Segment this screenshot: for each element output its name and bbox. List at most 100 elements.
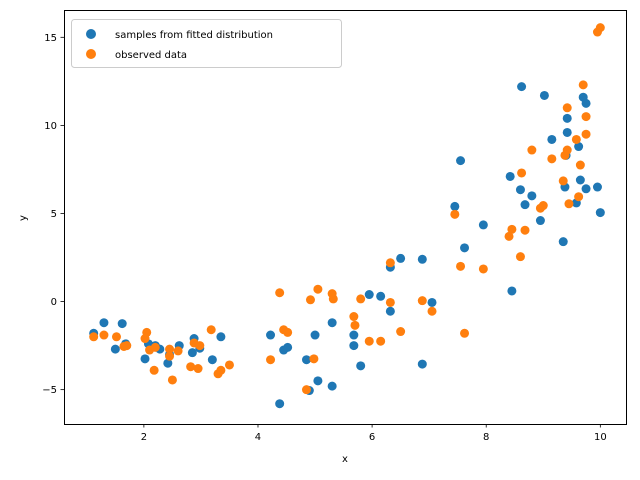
sample-point-42: [478, 220, 488, 230]
observed-point-41: [427, 306, 437, 316]
observed-point-33: [350, 320, 360, 330]
plot-frame: [64, 10, 627, 425]
observed-point-23: [275, 288, 285, 298]
observed-point-29: [313, 284, 323, 294]
observed-point-10: [165, 344, 175, 354]
sample-point-59: [575, 175, 585, 185]
sample-point-38: [427, 297, 437, 307]
sample-point-22: [301, 355, 311, 365]
observed-point-2: [111, 332, 121, 342]
observed-point-49: [517, 168, 527, 178]
sample-point-47: [520, 200, 530, 210]
sample-point-29: [349, 330, 359, 340]
sample-point-40: [456, 156, 466, 166]
observed-point-64: [581, 112, 591, 122]
observed-point-35: [364, 336, 374, 346]
observed-point-65: [581, 129, 591, 139]
observed-point-42: [450, 209, 460, 219]
sample-point-30: [356, 361, 366, 371]
observed-point-59: [564, 199, 574, 209]
sample-point-32: [376, 291, 386, 301]
y-tick-label: 0: [51, 297, 57, 308]
sample-point-28: [349, 341, 359, 351]
observed-point-26: [301, 385, 311, 395]
y-tick-label: 5: [51, 209, 57, 220]
sample-point-3: [117, 319, 127, 329]
observed-point-43: [456, 261, 466, 271]
observed-point-9: [150, 342, 160, 352]
observed-point-17: [195, 341, 205, 351]
x-axis-label: x: [342, 454, 348, 465]
observed-point-36: [376, 336, 386, 346]
legend-marker-samples: [86, 29, 96, 39]
observed-point-1: [99, 330, 109, 340]
observed-point-62: [575, 160, 585, 170]
sample-point-51: [547, 134, 557, 144]
sample-point-35: [396, 253, 406, 263]
observed-point-22: [266, 355, 276, 365]
sample-point-2: [110, 344, 120, 354]
observed-point-39: [396, 327, 406, 337]
observed-point-57: [562, 103, 572, 113]
legend-box: [71, 19, 342, 68]
x-tick-label: 8: [483, 432, 489, 443]
sample-point-43: [505, 171, 515, 181]
y-tick-label: −5: [42, 385, 57, 396]
sample-point-62: [581, 184, 591, 194]
sample-point-5: [140, 354, 150, 364]
observed-point-32: [349, 312, 359, 322]
observed-point-67: [595, 23, 605, 33]
sample-point-21: [283, 342, 293, 352]
observed-point-60: [571, 134, 581, 144]
observed-point-40: [417, 296, 427, 306]
sample-point-55: [562, 113, 572, 123]
observed-point-14: [186, 362, 196, 372]
observed-point-51: [527, 145, 537, 155]
x-tick-label: 2: [141, 432, 147, 443]
observed-point-6: [142, 327, 152, 337]
y-tick-label: 10: [44, 121, 57, 132]
x-tick-label: 10: [594, 432, 607, 443]
sample-point-19: [275, 399, 285, 409]
sample-point-10: [163, 358, 173, 368]
sample-point-39: [450, 201, 460, 211]
observed-point-45: [478, 264, 488, 274]
sample-point-64: [595, 208, 605, 218]
sample-point-45: [515, 185, 525, 195]
observed-point-34: [356, 294, 366, 304]
observed-point-50: [520, 225, 530, 235]
x-tick-label: 6: [369, 432, 375, 443]
y-tick-label: 15: [44, 33, 57, 44]
observed-point-46: [504, 231, 514, 241]
observed-point-38: [385, 297, 395, 307]
sample-point-46: [517, 82, 527, 92]
sample-point-49: [535, 216, 545, 226]
y-axis-label: y: [18, 215, 29, 221]
legend: samples from fitted distribution observe…: [71, 19, 342, 68]
legend-label-observed: observed data: [115, 50, 187, 61]
sample-point-34: [385, 306, 395, 316]
observed-point-58: [562, 145, 572, 155]
sample-point-63: [592, 182, 602, 192]
observed-point-16: [193, 364, 203, 374]
sample-point-26: [327, 318, 337, 328]
observed-point-11: [165, 351, 175, 361]
axis-ticks: 2 4 6 8 10 −5 0 5 10 15: [42, 33, 606, 443]
sample-point-36: [417, 254, 427, 264]
sample-point-37: [417, 359, 427, 369]
observed-point-18: [206, 325, 216, 335]
legend-marker-observed: [86, 49, 96, 59]
observed-point-61: [574, 192, 584, 202]
observed-point-44: [460, 328, 470, 338]
observed-point-21: [224, 360, 234, 370]
observed-point-55: [558, 176, 568, 186]
sample-point-25: [313, 376, 323, 386]
sample-point-16: [207, 355, 217, 365]
observed-point-13: [173, 346, 183, 356]
x-tick-label: 4: [255, 432, 261, 443]
sample-point-27: [327, 381, 337, 391]
sample-point-24: [310, 330, 320, 340]
sample-point-13: [187, 348, 197, 358]
legend-label-samples: samples from fitted distribution: [115, 30, 273, 41]
observed-point-47: [507, 224, 517, 234]
